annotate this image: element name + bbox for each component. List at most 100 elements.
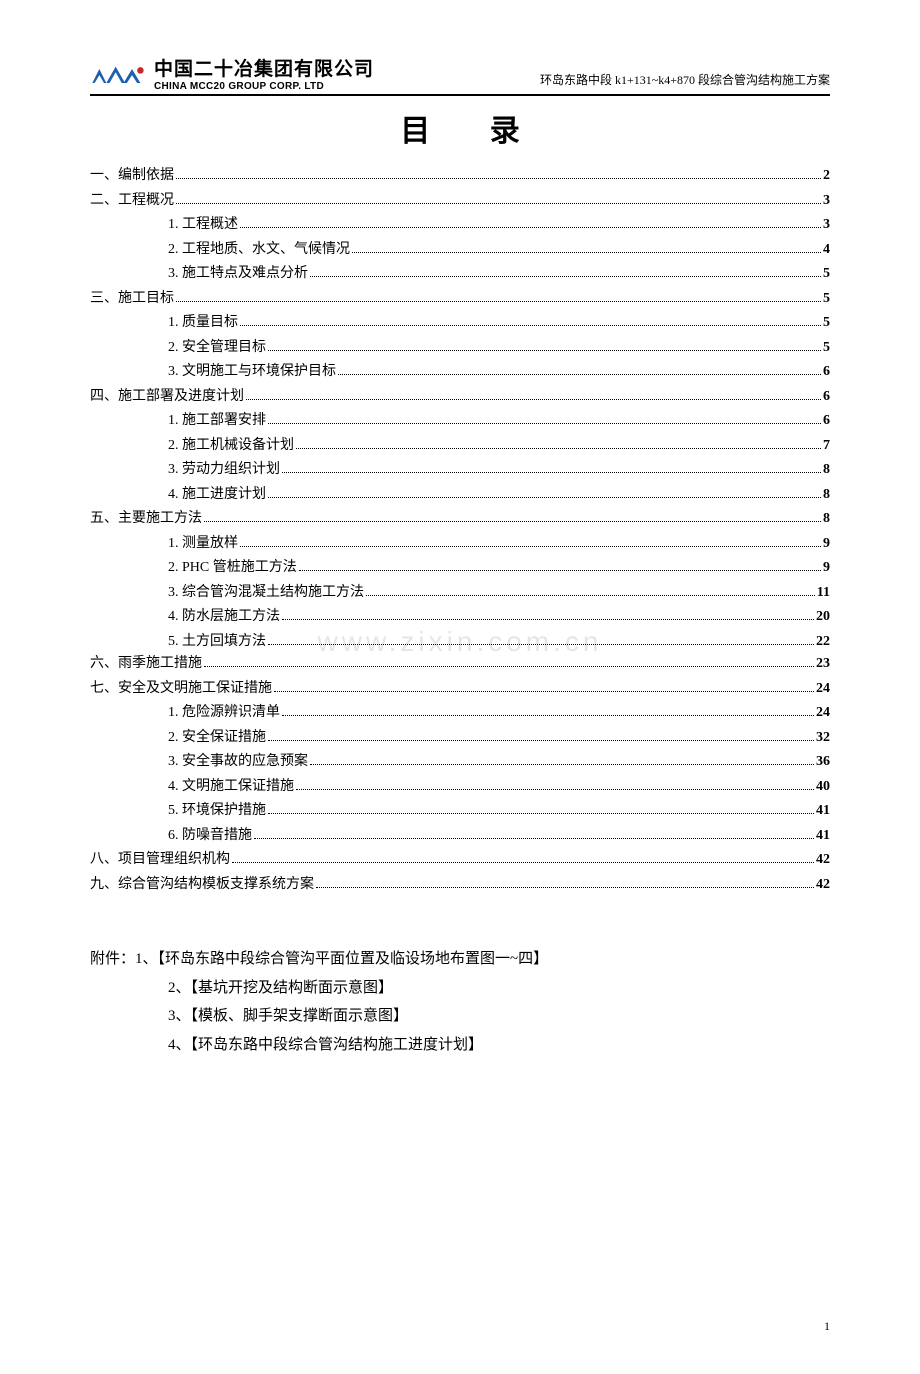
toc-entry-label: 4. 文明施工保证措施: [168, 775, 294, 800]
toc-entry-page: 20: [816, 605, 830, 630]
toc-entry-label: 四、施工部署及进度计划: [90, 385, 244, 410]
toc-entry: 一、编制依据2: [90, 164, 830, 189]
toc-entry-page: 5: [823, 287, 830, 312]
toc-entry: 5. 环境保护措施 41: [168, 799, 830, 824]
toc-entry: 六、雨季施工措施23: [90, 652, 830, 677]
toc-entry: 3. 安全事故的应急预案36: [168, 750, 830, 775]
attachment-item: 3、【模板、脚手架支撑断面示意图】: [168, 1002, 830, 1031]
toc-entry: 2. 安全管理目标5: [168, 336, 830, 361]
toc-leader-dots: [282, 472, 821, 473]
table-of-contents: 一、编制依据2二、工程概况31. 工程概述32. 工程地质、水文、气候情况43.…: [90, 164, 830, 897]
toc-entry-page: 41: [816, 799, 830, 824]
toc-entry-label: 4. 防水层施工方法: [168, 605, 280, 630]
toc-entry-page: 9: [823, 556, 830, 581]
toc-entry: 1. 工程概述3: [168, 213, 830, 238]
toc-entry-page: 22: [816, 630, 830, 655]
toc-entry-page: 24: [816, 677, 830, 702]
toc-entry-page: 36: [816, 750, 830, 775]
toc-entry: 4. 文明施工保证措施40: [168, 775, 830, 800]
toc-entry: 八、项目管理组织机构42: [90, 848, 830, 873]
toc-entry: 三、施工目标 5: [90, 287, 830, 312]
toc-entry-label: 5. 土方回填方法: [168, 630, 266, 655]
company-name-cn: 中国二十冶集团有限公司: [154, 60, 374, 81]
toc-entry: 3. 综合管沟混凝土结构施工方法 11: [168, 581, 830, 606]
toc-leader-dots: [310, 764, 814, 765]
toc-leader-dots: [316, 887, 814, 888]
toc-entry-page: 9: [823, 532, 830, 557]
company-name-en: CHINA MCC20 GROUP CORP. LTD: [154, 81, 374, 92]
toc-leader-dots: [296, 789, 814, 790]
toc-entry-label: 3. 综合管沟混凝土结构施工方法: [168, 581, 364, 606]
toc-entry-label: 4. 施工进度计划: [168, 483, 266, 508]
company-logo: [90, 60, 146, 92]
toc-entry-label: 3. 文明施工与环境保护目标: [168, 360, 336, 385]
toc-leader-dots: [282, 619, 814, 620]
toc-entry-label: 六、雨季施工措施: [90, 652, 202, 677]
mcc-logo-icon: [90, 60, 146, 92]
toc-leader-dots: [352, 252, 821, 253]
toc-entry: 九、综合管沟结构模板支撑系统方案 42: [90, 873, 830, 898]
toc-heading: 目 录: [90, 106, 830, 150]
toc-entry-label: 三、施工目标: [90, 287, 174, 312]
toc-entry: 4. 施工进度计划8: [168, 483, 830, 508]
toc-leader-dots: [268, 813, 814, 814]
toc-entry-page: 8: [823, 507, 830, 532]
toc-entry-label: 2. PHC 管桩施工方法: [168, 556, 297, 581]
toc-leader-dots: [232, 862, 814, 863]
toc-entry-page: 24: [816, 701, 830, 726]
toc-entry-page: 5: [823, 311, 830, 336]
toc-leader-dots: [176, 203, 821, 204]
toc-entry-page: 42: [816, 873, 830, 898]
toc-entry-label: 2. 工程地质、水文、气候情况: [168, 238, 350, 263]
toc-entry: 二、工程概况 3: [90, 189, 830, 214]
toc-entry: 4. 防水层施工方法 20: [168, 605, 830, 630]
toc-entry-label: 1. 施工部署安排: [168, 409, 266, 434]
toc-entry-page: 6: [823, 385, 830, 410]
attachments-label: 附件：: [90, 945, 135, 974]
toc-entry-label: 5. 环境保护措施: [168, 799, 266, 824]
toc-leader-dots: [240, 227, 821, 228]
page-header: 中国二十冶集团有限公司 CHINA MCC20 GROUP CORP. LTD …: [90, 60, 830, 96]
toc-entry: 6. 防噪音措施 41: [168, 824, 830, 849]
toc-leader-dots: [268, 740, 814, 741]
toc-leader-dots: [299, 570, 821, 571]
toc-leader-dots: [240, 325, 821, 326]
toc-leader-dots: [338, 374, 821, 375]
toc-entry: 3. 施工特点及难点分析5: [168, 262, 830, 287]
toc-entry-page: 3: [823, 189, 830, 214]
toc-entry-label: 3. 劳动力组织计划: [168, 458, 280, 483]
toc-entry: 5. 土方回填方法 22: [168, 630, 830, 655]
toc-entry-page: 11: [817, 581, 830, 606]
toc-leader-dots: [254, 838, 814, 839]
toc-entry-page: 41: [816, 824, 830, 849]
toc-entry-page: 6: [823, 360, 830, 385]
toc-entry: 2. 工程地质、水文、气候情况 4: [168, 238, 830, 263]
attachments-heading-row: 附件： 1、【环岛东路中段综合管沟平面位置及临设场地布置图一~四】: [90, 945, 830, 974]
toc-entry-page: 4: [823, 238, 830, 263]
toc-entry-page: 7: [823, 434, 830, 459]
toc-entry: 七、安全及文明施工保证措施24: [90, 677, 830, 702]
toc-entry: 1. 危险源辨识清单24: [168, 701, 830, 726]
toc-entry-page: 42: [816, 848, 830, 873]
toc-entry-label: 2. 安全保证措施: [168, 726, 266, 751]
toc-entry: 3. 文明施工与环境保护目标 6: [168, 360, 830, 385]
toc-entry-label: 3. 施工特点及难点分析: [168, 262, 308, 287]
toc-entry-label: 二、工程概况: [90, 189, 174, 214]
toc-leader-dots: [274, 691, 814, 692]
company-name-block: 中国二十冶集团有限公司 CHINA MCC20 GROUP CORP. LTD: [154, 60, 374, 92]
toc-entry-label: 1. 工程概述: [168, 213, 238, 238]
toc-entry: 五、主要施工方法 8: [90, 507, 830, 532]
toc-leader-dots: [310, 276, 821, 277]
toc-entry-label: 五、主要施工方法: [90, 507, 202, 532]
toc-entry-label: 6. 防噪音措施: [168, 824, 252, 849]
toc-leader-dots: [176, 301, 821, 302]
toc-entry-label: 九、综合管沟结构模板支撑系统方案: [90, 873, 314, 898]
toc-entry-label: 一、编制依据: [90, 164, 174, 189]
page-number: 1: [90, 1319, 830, 1334]
toc-leader-dots: [204, 521, 821, 522]
toc-leader-dots: [176, 178, 821, 179]
attachments-block: 附件： 1、【环岛东路中段综合管沟平面位置及临设场地布置图一~四】 2、【基坑开…: [90, 945, 830, 1059]
document-title: 环岛东路中段 k1+131~k4+870 段综合管沟结构施工方案: [540, 71, 830, 92]
toc-leader-dots: [268, 423, 821, 424]
header-left: 中国二十冶集团有限公司 CHINA MCC20 GROUP CORP. LTD: [90, 60, 374, 92]
